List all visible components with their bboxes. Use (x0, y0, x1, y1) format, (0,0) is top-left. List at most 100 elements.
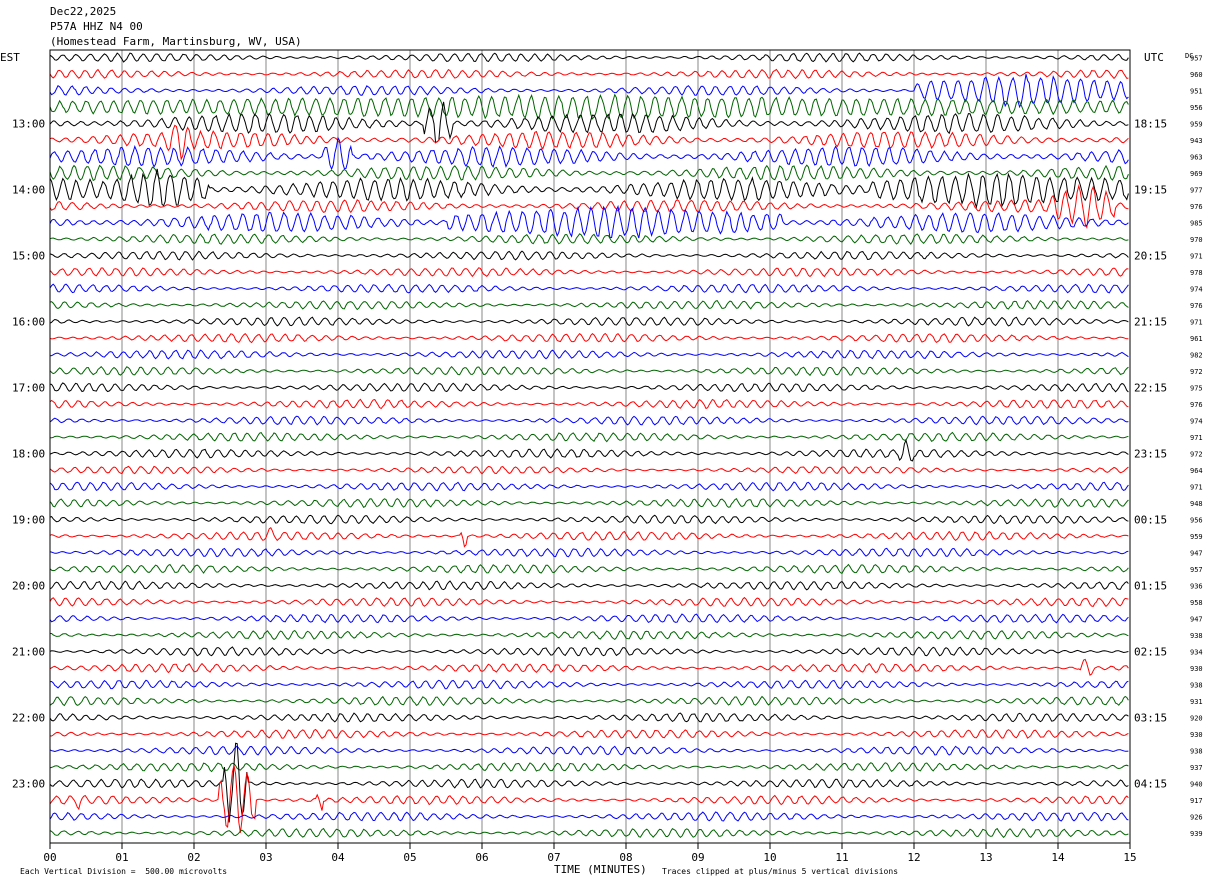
utc-hour-label: 02:15 (1134, 646, 1167, 659)
seismic-trace (49, 164, 1129, 182)
dc-offset-label: 961 (1190, 335, 1203, 343)
dc-offset-label: 976 (1190, 203, 1203, 211)
utc-hour-label: 21:15 (1134, 316, 1167, 329)
header-station: P57A HHZ N4 00 (50, 20, 143, 33)
x-tick-label: 11 (835, 851, 848, 864)
seismic-trace (49, 52, 1129, 63)
utc-hour-label: 01:15 (1134, 580, 1167, 593)
seismic-trace (49, 827, 1129, 839)
utc-hour-label: 03:15 (1134, 712, 1167, 725)
seismic-trace (50, 629, 1129, 641)
header-date: Dec22,2025 (50, 5, 117, 18)
dc-offset-label: 948 (1190, 500, 1203, 508)
dc-offset-label: 975 (1190, 385, 1203, 393)
seismic-trace (49, 136, 1129, 171)
est-hour-label: 19:00 (12, 514, 45, 527)
dc-offset-label: 956 (1190, 104, 1203, 112)
dc-offset-label: 937 (1190, 764, 1203, 772)
seismic-trace (49, 415, 1129, 426)
seismic-trace (49, 74, 1129, 109)
seismic-trace (49, 299, 1129, 311)
dc-offset-label: 964 (1190, 467, 1203, 475)
est-hour-label: 16:00 (12, 316, 45, 329)
utc-hour-label: 22:15 (1134, 382, 1167, 395)
seismic-trace (49, 613, 1129, 624)
est-hour-label: 22:00 (12, 712, 45, 725)
seismic-trace (49, 266, 1129, 278)
dc-offset-label: 971 (1190, 319, 1203, 327)
seismic-trace (49, 514, 1129, 525)
x-tick-label: 03 (259, 851, 272, 864)
dc-offset-label: 938 (1190, 748, 1203, 756)
dc-offset-label: 958 (1190, 599, 1203, 607)
seismic-trace (49, 742, 1129, 823)
x-tick-label: 07 (547, 851, 560, 864)
seismic-trace (49, 398, 1129, 410)
seismic-trace (49, 547, 1129, 558)
seismic-trace (49, 745, 1129, 756)
utc-hour-label: 18:15 (1134, 118, 1167, 131)
seismic-trace (49, 761, 1129, 773)
dc-offset-label: 920 (1190, 715, 1203, 723)
est-hour-label: 21:00 (12, 646, 45, 659)
seismic-trace (49, 204, 1129, 239)
seismic-trace (49, 349, 1129, 360)
utc-hour-label: 00:15 (1134, 514, 1167, 527)
seismic-trace (49, 316, 1129, 327)
utc-hour-label: 04:15 (1134, 778, 1167, 791)
dc-offset-label: 957 (1190, 566, 1203, 574)
dc-offset-label: 963 (1190, 154, 1203, 162)
x-tick-label: 01 (115, 851, 128, 864)
dc-offset-label: 940 (1190, 781, 1203, 789)
dc-offset-label: 930 (1190, 731, 1203, 739)
seismic-trace (49, 580, 1129, 591)
est-hour-label: 13:00 (12, 118, 45, 131)
dc-offset-label: 959 (1190, 533, 1203, 541)
dc-offset-labels: 957 960 951 956 959 943 963 969 977 976 985 970 971 9… (1190, 55, 1203, 839)
dc-offset-label: 976 (1190, 302, 1203, 310)
x-tick-label: 15 (1123, 851, 1136, 864)
left-zone-label: EST (0, 51, 20, 64)
clip-note: Traces clipped at plus/minus 5 vertical … (662, 867, 899, 876)
x-tick-label: 08 (619, 851, 632, 864)
dc-offset-label: 959 (1190, 121, 1203, 129)
seismic-trace (49, 283, 1129, 294)
seismic-trace (49, 811, 1129, 822)
dc-offset-label: 957 (1190, 55, 1203, 63)
dc-offset-label: 974 (1190, 286, 1203, 294)
est-hour-label: 20:00 (12, 580, 45, 593)
seismic-trace (49, 695, 1129, 707)
seismic-trace (49, 68, 1129, 80)
dc-offset-label: 917 (1190, 797, 1203, 805)
x-axis-title: TIME (MINUTES) (554, 863, 647, 876)
dc-offset-label: 931 (1190, 698, 1203, 706)
dc-header-label: DC (1185, 52, 1193, 60)
minute-grid (49, 50, 1131, 843)
plot-frame (49, 49, 1131, 844)
dc-offset-label: 947 (1190, 616, 1203, 624)
x-tick-label: 09 (691, 851, 704, 864)
seismic-trace (49, 184, 1129, 229)
dc-offset-label: 982 (1190, 352, 1203, 360)
dc-offset-label: 938 (1190, 632, 1203, 640)
dc-offset-label: 939 (1190, 830, 1203, 838)
seismic-traces (49, 52, 1129, 839)
dc-offset-label: 972 (1190, 451, 1203, 459)
dc-offset-label: 934 (1190, 649, 1203, 657)
x-tick-label: 14 (1051, 851, 1065, 864)
seismic-trace (49, 481, 1129, 492)
x-tick-label: 10 (763, 851, 776, 864)
dc-offset-label: 978 (1190, 269, 1203, 277)
utc-hour-label: 20:15 (1134, 250, 1167, 263)
seismic-trace (49, 365, 1129, 377)
scale-note: Each Vertical Division = 500.00 microvol… (20, 867, 228, 876)
seismic-trace (49, 497, 1129, 508)
dc-offset-label: 985 (1190, 220, 1203, 228)
seismic-trace (49, 712, 1129, 723)
est-hour-label: 15:00 (12, 250, 45, 263)
dc-offset-label: 970 (1190, 236, 1203, 244)
seismic-trace (49, 728, 1129, 739)
est-hour-label: 14:00 (12, 184, 45, 197)
seismic-trace (49, 465, 1129, 475)
seismic-trace (49, 658, 1129, 676)
